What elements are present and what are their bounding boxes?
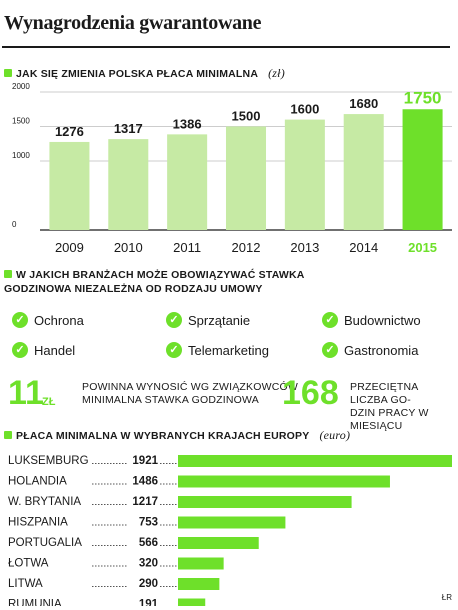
industry-item-sprzatanie: ✓ Sprzątanie (166, 308, 250, 332)
section2-heading: W jakich branżach może obowiązywać stawk… (4, 269, 305, 295)
bar (178, 537, 259, 549)
stat1-value: 11 (8, 374, 44, 412)
value-label: 1921 (132, 455, 158, 467)
x-tick-label: 2011 (173, 240, 201, 255)
stat2-value: 168 (282, 374, 339, 412)
bar (49, 141, 90, 230)
data-label: 1500 (232, 109, 261, 124)
x-tick-label: 2010 (114, 240, 143, 255)
bar (178, 557, 224, 570)
data-label: 1600 (290, 102, 319, 117)
bullet-icon (4, 270, 12, 278)
industry-item-gastronomia: ✓ Gastronomia (322, 338, 418, 362)
check-icon: ✓ (166, 342, 182, 358)
value-label: 1486 (132, 476, 158, 488)
value-label: 191 (139, 599, 159, 607)
bar (284, 119, 325, 230)
x-tick-label: 2014 (349, 240, 378, 255)
country-label: W. BRYTANIA (8, 496, 81, 508)
value-label: 1217 (132, 496, 158, 508)
value-label: 753 (139, 517, 158, 529)
country-label: HOLANDIA (8, 476, 67, 488)
bar (178, 475, 390, 488)
bar (178, 578, 220, 590)
country-label: ŁOTWA (8, 558, 49, 570)
bar (343, 114, 384, 230)
industry-item-telemarketing: ✓ Telemarketing (166, 338, 269, 362)
data-label: 1276 (55, 124, 84, 139)
x-tick-label: 2013 (290, 240, 319, 255)
stat1-text: powinna wynosić wg związkowców minimalna… (82, 381, 298, 406)
section3-unit: (euro) (319, 428, 351, 442)
minimum-wage-europe-chart: LUKSEMBURG 1921 HOLANDIA 1486 W. BRYTANIA 121… (8, 455, 452, 607)
country-label: RUMUNIA (8, 599, 62, 607)
stat1-unit: ZŁ (42, 396, 56, 408)
bar (178, 516, 286, 529)
industry-item-ochrona: ✓ Ochrona (12, 308, 84, 332)
page-title: Wynagrodzenia gwarantowane (4, 12, 262, 34)
check-icon: ✓ (322, 312, 338, 328)
bar (167, 134, 208, 230)
bar (108, 139, 149, 230)
bar (178, 496, 352, 508)
data-label: 1386 (173, 116, 202, 131)
value-label: 290 (139, 578, 158, 590)
y-tick-label: 1500 (12, 117, 30, 126)
bullet-icon (4, 69, 12, 77)
bar (402, 109, 443, 230)
country-label: HISZPANIA (8, 517, 68, 529)
value-label: 566 (139, 537, 158, 549)
data-label: 1750 (404, 88, 442, 107)
section1-unit: (zł) (268, 66, 285, 80)
data-label: 1317 (114, 121, 143, 136)
section3-heading: Płaca minimalna w wybranych krajach Euro… (4, 428, 350, 443)
credit: ŁR (441, 593, 452, 602)
x-tick-label: 2015 (408, 240, 437, 255)
bar (178, 455, 452, 467)
x-tick-label: 2012 (232, 240, 261, 255)
check-icon: ✓ (12, 342, 28, 358)
country-label: LITWA (8, 578, 43, 590)
minimum-wage-poland-chart: 0 1000 1500 2000 1276 2009 1317 2010 1386 2011 150… (12, 82, 452, 255)
stat2-text: przeciętna liczba go- dzin pracy w miesi… (350, 381, 429, 432)
title-rule (2, 46, 450, 48)
check-icon: ✓ (322, 342, 338, 358)
value-label: 320 (139, 558, 158, 570)
country-label: PORTUGALIA (8, 537, 82, 549)
y-tick-label: 1000 (12, 151, 30, 160)
check-icon: ✓ (166, 312, 182, 328)
industry-item-budownictwo: ✓ Budownictwo (322, 308, 421, 332)
country-label: LUKSEMBURG (8, 455, 89, 467)
section1-heading: Jak się zmienia polska płaca minimalna (z… (4, 66, 285, 81)
check-icon: ✓ (12, 312, 28, 328)
bullet-icon (4, 431, 12, 439)
x-tick-label: 2009 (55, 240, 84, 255)
y-tick-label: 0 (12, 220, 17, 229)
data-label: 1680 (349, 96, 378, 111)
bar (225, 126, 267, 230)
industry-item-handel: ✓ Handel (12, 338, 75, 362)
y-tick-label: 2000 (12, 82, 30, 91)
bar (178, 598, 206, 606)
